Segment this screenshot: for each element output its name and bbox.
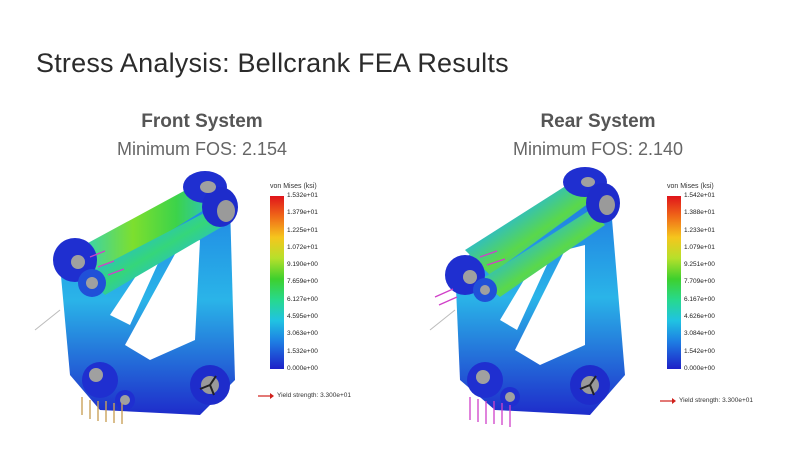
front-legend-label: 4.595e+00 xyxy=(287,313,318,321)
front-legend-title: von Mises (ksi) xyxy=(270,183,317,190)
rear-yield-label: Yield strength: 3.300e+01 xyxy=(679,397,754,404)
slide-title: Stress Analysis: Bellcrank FEA Results xyxy=(36,48,509,78)
front-legend-label: 1.379e+01 xyxy=(287,209,318,217)
front-stress-legend: von Mises (ksi) 1.532e+01 1.379e+01 1.22… xyxy=(270,183,318,372)
rear-legend-label: 1.542e+01 xyxy=(684,192,715,199)
rear-legend-label: 1.233e+01 xyxy=(684,226,715,234)
front-legend-label: 1.225e+01 xyxy=(287,226,318,234)
rear-system-header: Rear System Minimum FOS: 2.140 xyxy=(448,111,748,160)
front-system-header: Front System Minimum FOS: 2.154 xyxy=(52,111,352,160)
rear-legend-label: 1.079e+01 xyxy=(684,243,715,251)
front-legend-label: 7.659e+00 xyxy=(287,278,318,286)
rear-legend-label: 7.709e+00 xyxy=(684,278,715,286)
rear-legend-label: 4.626e+00 xyxy=(684,313,715,321)
yield-arrow-icon xyxy=(660,397,676,404)
front-legend-label: 1.532e+00 xyxy=(287,347,318,355)
front-yield-strength: Yield strength: 3.300e+01 xyxy=(258,392,351,399)
front-legend-label: 1.072e+01 xyxy=(287,243,318,251)
front-legend-label: 0.000e+00 xyxy=(287,364,318,372)
rear-legend-colorbar xyxy=(667,196,681,369)
rear-legend-label: 6.167e+00 xyxy=(684,295,715,303)
front-legend-label: 9.190e+00 xyxy=(287,261,318,269)
rear-system-fos: Minimum FOS: 2.140 xyxy=(512,139,684,159)
front-bellcrank-fea-image xyxy=(34,171,238,424)
rear-system-title: Rear System xyxy=(540,111,656,132)
rear-legend-label: 1.388e+01 xyxy=(684,209,715,217)
rear-legend-label: 3.084e+00 xyxy=(684,330,715,338)
rear-legend-label: 9.251e+00 xyxy=(684,261,715,269)
front-legend-label: 3.063e+00 xyxy=(287,330,318,338)
rear-bellcrank-fea-image xyxy=(429,167,625,427)
rear-legend-label: 0.000e+00 xyxy=(684,364,715,372)
front-legend-label: 6.127e+00 xyxy=(287,295,318,303)
front-legend-colorbar xyxy=(270,196,284,369)
front-system-fos: Minimum FOS: 2.154 xyxy=(116,139,288,159)
front-system-title: Front System xyxy=(141,111,263,132)
front-yield-label: Yield strength: 3.300e+01 xyxy=(277,392,352,399)
rear-yield-strength: Yield strength: 3.300e+01 xyxy=(660,397,753,404)
yield-arrow-icon xyxy=(258,392,274,399)
rear-stress-legend: von Mises (ksi) 1.542e+01 1.388e+01 1.23… xyxy=(667,183,715,372)
rear-legend-label: 1.542e+00 xyxy=(684,347,715,355)
rear-legend-title: von Mises (ksi) xyxy=(667,183,714,190)
front-legend-label: 1.532e+01 xyxy=(287,192,318,199)
